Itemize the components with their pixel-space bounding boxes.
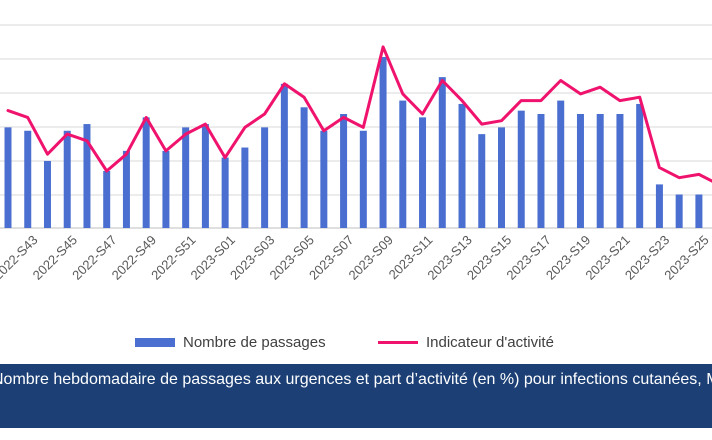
bar: [557, 100, 565, 228]
bar: [162, 150, 170, 228]
bar: [340, 114, 348, 228]
legend-bar-swatch: [135, 337, 175, 347]
bar: [498, 127, 505, 228]
bar: [419, 117, 427, 228]
bar: [517, 110, 525, 228]
bar: [438, 77, 446, 228]
bar: [695, 194, 703, 228]
bar: [280, 83, 288, 228]
bar: [241, 147, 249, 228]
bar: [261, 127, 269, 228]
legend-item-bars: Nombre de passages: [135, 330, 326, 354]
bar: [201, 124, 209, 228]
bar: [83, 124, 91, 228]
bar: [300, 107, 308, 228]
bar: [221, 157, 229, 228]
bar: [616, 114, 624, 228]
bar: [458, 103, 466, 228]
chart-caption: Nombre hebdomadaire de passages aux urge…: [0, 371, 712, 388]
chart: 2022-S432022-S452022-S472022-S492022-S51…: [0, 24, 712, 283]
bar: [537, 114, 545, 228]
bar: [103, 171, 111, 228]
bar: [596, 114, 604, 228]
line-series: [6, 45, 712, 183]
bar: [122, 150, 130, 228]
bar: [675, 194, 683, 228]
legend: Nombre de passages Indicateur d'activité: [0, 330, 712, 354]
legend-line-swatch: [378, 340, 418, 344]
bar: [320, 130, 328, 228]
bar: [359, 130, 367, 228]
bar: [24, 130, 32, 228]
legend-line-label: Indicateur d'activité: [426, 333, 554, 351]
caption-band: Nombre hebdomadaire de passages aux urge…: [0, 364, 712, 428]
activity-line: [6, 45, 712, 183]
bar: [478, 134, 486, 228]
bar: [63, 130, 71, 228]
bar: [4, 127, 12, 228]
legend-bar-label: Nombre de passages: [183, 333, 326, 351]
bar: [142, 117, 150, 228]
bar: [576, 114, 584, 228]
bar: [379, 57, 387, 228]
legend-item-line: Indicateur d'activité: [378, 330, 554, 354]
bar-series: [4, 57, 703, 228]
bar: [655, 184, 663, 228]
bar: [636, 103, 644, 228]
x-axis-tick-labels: 2022-S432022-S452022-S472022-S492022-S51…: [0, 232, 712, 282]
bar: [182, 127, 190, 228]
bar: [399, 100, 407, 228]
bar: [43, 160, 51, 228]
